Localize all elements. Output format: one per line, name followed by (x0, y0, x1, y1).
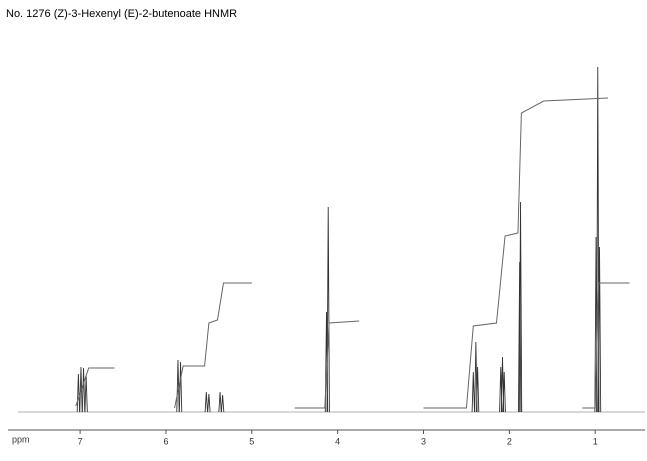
peak (518, 261, 522, 413)
peak (518, 201, 523, 413)
x-tick-label: 4 (335, 436, 340, 446)
peak (79, 366, 83, 413)
peak (220, 394, 225, 413)
x-tick-label: 7 (78, 436, 83, 446)
peak (207, 393, 211, 413)
peak (204, 391, 208, 413)
x-tick-label: 2 (507, 436, 512, 446)
integral-curve (174, 282, 252, 409)
x-tick-label: 1 (593, 436, 598, 446)
x-tick-label: 6 (163, 436, 168, 446)
integral-curve (294, 320, 360, 409)
peak (471, 371, 475, 413)
peak (475, 366, 480, 413)
peak (326, 206, 330, 413)
peak (597, 246, 602, 413)
peak (178, 361, 183, 413)
integral-curve (582, 282, 630, 409)
peak (502, 371, 506, 413)
peak (76, 373, 81, 413)
peak (218, 391, 222, 413)
peak (81, 367, 86, 413)
chart-title: No. 1276 (Z)-3-Hexenyl (E)-2-butenoate H… (6, 8, 237, 20)
x-tick-label: 3 (421, 436, 426, 446)
integral-curve (423, 97, 609, 409)
x-axis-label: ppm (12, 434, 30, 444)
peak (84, 375, 88, 413)
integral-curve (75, 367, 115, 407)
x-tick-label: 5 (249, 436, 254, 446)
